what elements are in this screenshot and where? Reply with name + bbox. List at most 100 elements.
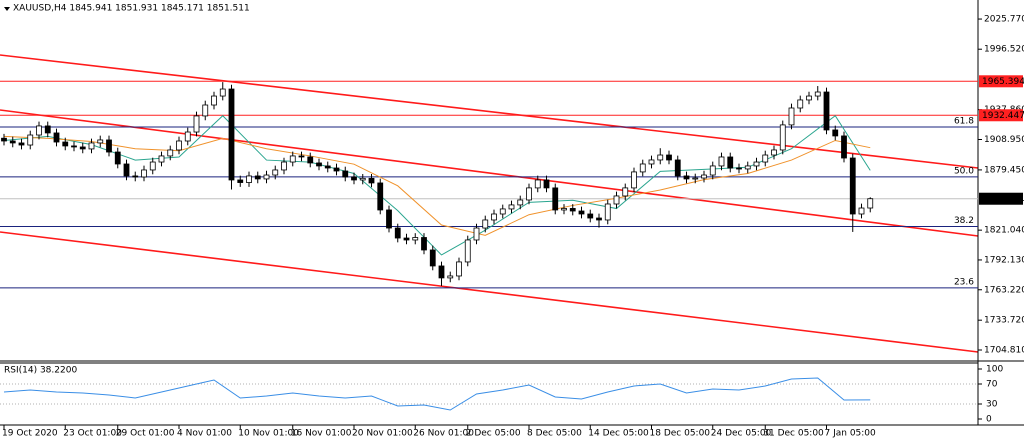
candle-body <box>631 171 637 189</box>
candle-body <box>491 213 497 221</box>
candle-body <box>814 91 821 97</box>
candle-body <box>674 159 681 177</box>
candle-body <box>18 142 25 146</box>
y-tick-label: 70 <box>986 380 998 390</box>
x-tick-label: 4 Nov 01:00 <box>177 429 232 439</box>
candle-body <box>744 165 751 170</box>
candle-body <box>438 265 445 279</box>
candle-body <box>351 176 357 181</box>
candle-body <box>211 95 217 106</box>
candle-body <box>202 104 209 117</box>
candle-body <box>779 124 786 151</box>
candle-body <box>429 249 436 267</box>
y-tick-label: 100 <box>986 365 1003 375</box>
candle-body <box>841 135 847 159</box>
candle-body <box>219 88 226 97</box>
candle-body <box>412 237 419 241</box>
x-tick-label: 24 Dec 05:00 <box>711 429 772 439</box>
candle-body <box>316 162 322 167</box>
candle-body <box>132 175 139 178</box>
candle-body <box>666 154 672 161</box>
candle-body <box>298 155 305 158</box>
candle-body <box>193 115 200 133</box>
rsi-line <box>3 377 871 411</box>
level-tag <box>979 75 1023 88</box>
fib-label: 50.0 <box>954 166 974 176</box>
title-icon <box>4 7 10 11</box>
y-tick-label: 1733.720 <box>984 316 1024 326</box>
candle-body <box>473 227 480 241</box>
x-tick-label: 20 Nov 01:00 <box>352 429 413 439</box>
moving-average <box>3 135 871 236</box>
candle-body <box>552 187 559 211</box>
candle-body <box>333 167 340 172</box>
candle-body <box>499 208 506 215</box>
candle-body <box>1 137 7 142</box>
candle-body <box>797 99 804 109</box>
candle-body <box>569 208 576 212</box>
candle-body <box>167 149 174 157</box>
candle-body <box>158 155 165 163</box>
y-tick-label: 1821.040 <box>984 226 1024 236</box>
candle-body <box>368 177 375 184</box>
candle-body <box>806 95 812 101</box>
candle-body <box>88 142 95 150</box>
current-price-tag <box>979 192 1023 205</box>
candle-body <box>727 156 734 169</box>
candle-body <box>718 156 725 167</box>
candle-body <box>62 141 69 147</box>
candle-body <box>254 175 261 180</box>
candle-body <box>692 177 699 180</box>
candle-body <box>342 170 349 178</box>
channel-line <box>0 109 979 237</box>
y-tick-label: 1879.450 <box>984 165 1024 175</box>
x-tick-label: 26 Nov 01:00 <box>413 429 474 439</box>
x-tick-label: 10 Nov 01:00 <box>238 429 299 439</box>
candle-body <box>604 203 611 221</box>
candle-body <box>622 187 629 197</box>
candle-body <box>482 219 489 229</box>
candle-body <box>849 157 856 215</box>
y-tick-label: 1908.950 <box>984 135 1024 145</box>
candle-body <box>858 207 865 215</box>
candle-body <box>324 165 331 169</box>
moving-average <box>3 115 871 256</box>
candle-body <box>228 88 235 181</box>
candle-body <box>386 209 392 229</box>
candle-body <box>753 161 760 167</box>
x-tick-label: 31 Dec 05:00 <box>763 429 824 439</box>
level-tag <box>979 109 1023 122</box>
candle-body <box>27 134 34 146</box>
candle-body <box>9 140 16 144</box>
current-price-label: 1851.511 <box>982 194 1024 204</box>
candle-body <box>543 179 550 189</box>
candle-body <box>307 156 314 164</box>
candle-body <box>587 213 594 219</box>
y-tick-label: 1704.810 <box>984 345 1024 355</box>
candle-body <box>639 163 646 173</box>
x-tick-label: 18 Dec 05:00 <box>650 429 711 439</box>
candle-body <box>281 161 287 171</box>
candle-body <box>141 169 147 178</box>
candle-body <box>762 154 769 163</box>
candle-body <box>272 169 279 176</box>
candle-body <box>149 161 156 171</box>
candle-body <box>578 210 585 215</box>
candle-body <box>114 151 121 165</box>
rsi-title: RSI(14) 38.2200 <box>4 366 77 376</box>
candle-body <box>447 275 454 279</box>
candle-body <box>517 199 524 206</box>
candle-body <box>263 174 270 180</box>
x-tick-label: 19 Oct 2020 <box>2 429 58 439</box>
candle-body <box>613 195 620 205</box>
y-tick-label: 1763.220 <box>984 285 1024 295</box>
candle-body <box>709 165 716 176</box>
x-tick-label: 7 Jan 05:00 <box>825 429 877 439</box>
chart-title: XAUUSD,H4 1845.941 1851.931 1845.171 185… <box>13 4 250 14</box>
candle-body <box>79 146 86 150</box>
fib-label: 23.6 <box>954 277 974 287</box>
y-tick-label: 1792.130 <box>984 255 1024 265</box>
candle-body <box>359 177 366 181</box>
fib-label: 61.8 <box>954 116 974 126</box>
